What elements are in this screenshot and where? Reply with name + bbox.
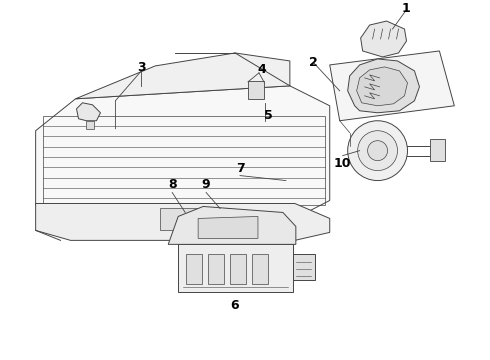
Text: 2: 2 xyxy=(309,57,318,69)
Polygon shape xyxy=(75,53,290,99)
Circle shape xyxy=(376,61,384,69)
Polygon shape xyxy=(293,254,315,280)
Polygon shape xyxy=(36,203,330,240)
Text: 3: 3 xyxy=(137,62,146,75)
Circle shape xyxy=(88,110,94,116)
Text: 9: 9 xyxy=(202,178,210,191)
Circle shape xyxy=(182,226,190,234)
Text: 10: 10 xyxy=(334,157,351,170)
Circle shape xyxy=(276,228,284,237)
Circle shape xyxy=(254,109,262,117)
Polygon shape xyxy=(178,244,293,292)
Polygon shape xyxy=(198,216,258,238)
Polygon shape xyxy=(330,51,454,121)
Polygon shape xyxy=(361,21,407,57)
Circle shape xyxy=(348,121,408,181)
Polygon shape xyxy=(168,207,296,244)
Polygon shape xyxy=(208,254,224,284)
Text: 1: 1 xyxy=(401,1,410,15)
Circle shape xyxy=(358,131,397,171)
Circle shape xyxy=(381,37,389,45)
Polygon shape xyxy=(430,139,445,161)
Polygon shape xyxy=(248,81,264,99)
Polygon shape xyxy=(160,208,230,230)
Text: 7: 7 xyxy=(236,162,245,175)
Text: 5: 5 xyxy=(264,109,272,122)
Polygon shape xyxy=(348,59,419,113)
Text: 4: 4 xyxy=(258,63,267,76)
Polygon shape xyxy=(230,254,246,284)
Polygon shape xyxy=(357,67,408,106)
Polygon shape xyxy=(252,254,268,284)
Circle shape xyxy=(216,204,224,212)
Polygon shape xyxy=(186,254,202,284)
Polygon shape xyxy=(76,103,100,121)
Text: 8: 8 xyxy=(168,178,176,191)
Polygon shape xyxy=(87,121,95,129)
Text: 6: 6 xyxy=(231,299,239,312)
Polygon shape xyxy=(36,86,330,220)
Circle shape xyxy=(368,141,388,161)
